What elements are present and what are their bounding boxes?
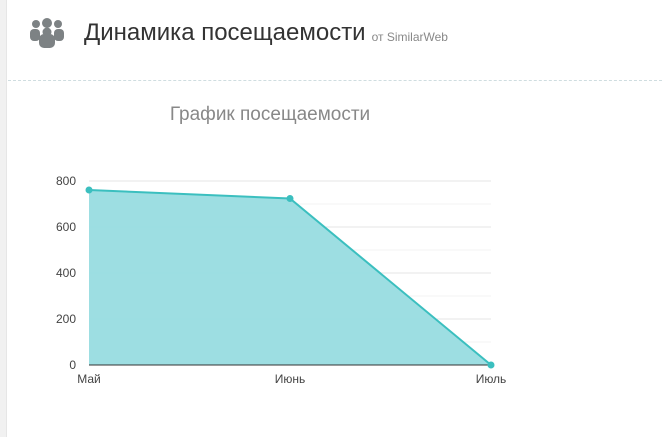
data-point <box>286 194 294 202</box>
x-tick-label: Май <box>77 372 101 386</box>
y-tick-label: 600 <box>56 220 76 234</box>
left-border <box>0 0 7 437</box>
x-tick-label: Июнь <box>275 372 306 386</box>
data-point <box>487 361 495 369</box>
y-tick-label: 200 <box>56 312 76 326</box>
header: Динамика посещаемости от SimilarWeb <box>30 18 448 48</box>
source-label: от SimilarWeb <box>371 30 448 44</box>
chart-title: График посещаемости <box>170 104 370 125</box>
y-tick-label: 800 <box>56 174 76 188</box>
divider <box>8 80 662 81</box>
page-title: Динамика посещаемости <box>84 19 366 46</box>
area-fill <box>89 189 491 365</box>
y-tick-label: 0 <box>69 358 76 372</box>
y-tick-label: 400 <box>56 266 76 280</box>
x-tick-label: Июль <box>476 372 507 386</box>
data-point <box>85 186 93 194</box>
users-icon <box>30 18 64 48</box>
